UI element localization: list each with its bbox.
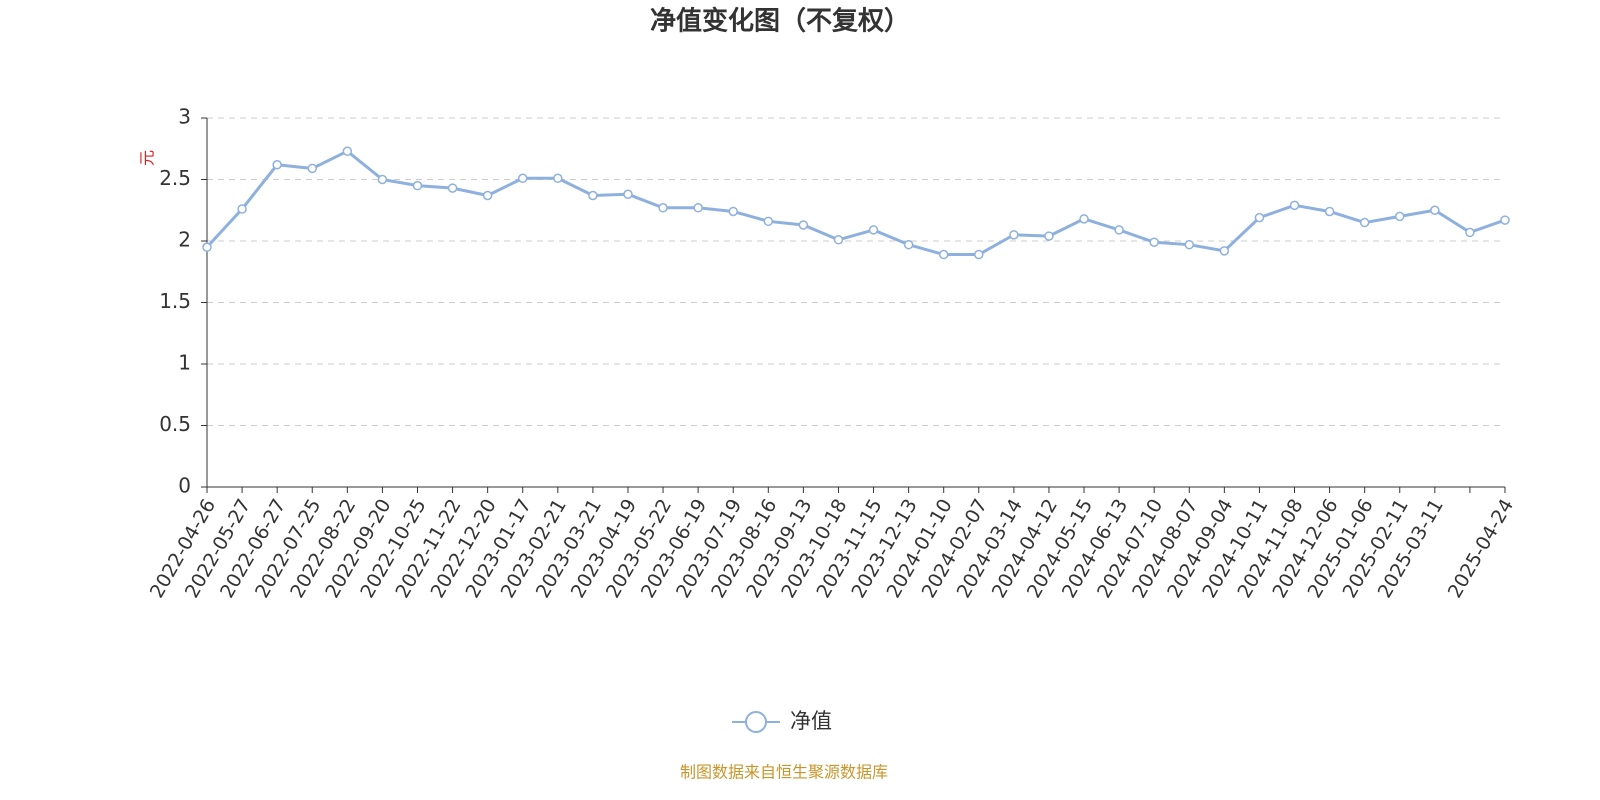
point: [342, 146, 353, 156]
point: [693, 203, 703, 213]
y-tick-label: 3: [178, 105, 191, 129]
point: [1044, 231, 1054, 241]
x-tick-label: 2025-04-24: [1444, 495, 1518, 602]
y-tick-label: 1: [178, 351, 191, 375]
point: [1359, 217, 1370, 228]
y-tick-label: 2.5: [159, 166, 191, 190]
point: [237, 204, 247, 214]
point: [482, 190, 493, 201]
point: [307, 163, 317, 174]
point: [1219, 246, 1230, 256]
source-note: 制图数据来自恒生聚源数据库: [680, 763, 888, 782]
chart-title: 净值变化图（不复权）: [650, 6, 910, 37]
point: [272, 159, 282, 170]
point: [1114, 225, 1124, 235]
point: [1254, 212, 1265, 223]
point: [588, 190, 598, 201]
y-axis-label: 元: [138, 150, 157, 166]
point: [447, 183, 458, 193]
point: [658, 203, 668, 213]
point: [763, 216, 774, 227]
y-tick-label: 1.5: [159, 289, 191, 313]
point: [728, 206, 738, 217]
y-tick-label: 0.5: [159, 412, 191, 436]
y-tick-label: 0: [178, 474, 191, 498]
point: [833, 235, 844, 245]
point: [553, 173, 563, 184]
point: [1184, 239, 1195, 250]
legend-label: 净值: [790, 709, 832, 733]
line: [205, 149, 1506, 257]
point: [202, 242, 212, 252]
point: [1500, 215, 1510, 225]
point: [798, 220, 809, 230]
point: [377, 174, 388, 185]
point: [1009, 230, 1019, 240]
point: [1430, 205, 1440, 215]
y-tick-label: 2: [178, 228, 191, 252]
point: [412, 180, 423, 191]
point: [1465, 227, 1475, 238]
point: [868, 225, 879, 235]
point: [903, 239, 914, 250]
point: [938, 249, 949, 260]
point: [1324, 206, 1335, 217]
point: [1395, 211, 1405, 222]
point: [623, 189, 633, 200]
point: [1289, 200, 1300, 211]
legend-marker: [745, 711, 767, 733]
point: [1079, 214, 1089, 224]
point: [1149, 237, 1159, 247]
point: [517, 173, 528, 184]
point: [974, 249, 984, 260]
